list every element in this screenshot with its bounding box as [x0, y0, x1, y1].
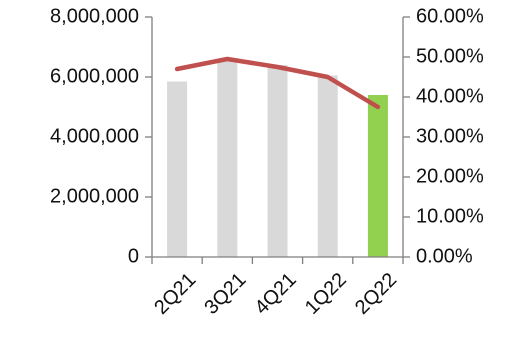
- x-tick-label-1q22: 1Q22: [301, 269, 351, 319]
- y-left-tick-label: 6,000,000: [50, 65, 139, 87]
- x-tick-label-2q21: 2Q21: [150, 269, 200, 319]
- y-left-tick-label: 8,000,000: [50, 5, 139, 27]
- x-tick-label-4q21: 4Q21: [251, 269, 301, 319]
- y-left-tick-label: 4,000,000: [50, 125, 139, 147]
- y-right-tick-label: 50.00%: [416, 45, 484, 67]
- y-right-tick-label: 60.00%: [416, 5, 484, 27]
- bar-2q21: [167, 82, 187, 258]
- tick-labels: 0 2,000,000 4,000,000 6,000,000 8,000,000 0.0…: [50, 5, 484, 319]
- bar-3q21: [217, 59, 237, 257]
- y-left-tick-label: 2,000,000: [50, 185, 139, 207]
- bar-series: [167, 59, 388, 257]
- x-tick-label-2q22: 2Q22: [351, 269, 401, 319]
- y-left-tick-label: 0: [128, 245, 139, 267]
- y-right-tick-label: 40.00%: [416, 85, 484, 107]
- bar-2q22: [368, 95, 388, 257]
- y-right-tick-label: 20.00%: [416, 165, 484, 187]
- y-right-tick-label: 0.00%: [416, 245, 473, 267]
- y-right-tick-label: 10.00%: [416, 205, 484, 227]
- bar-4q21: [268, 65, 288, 257]
- bar-1q22: [318, 76, 338, 258]
- y-right-tick-label: 30.00%: [416, 125, 484, 147]
- x-tick-label-3q21: 3Q21: [200, 269, 250, 319]
